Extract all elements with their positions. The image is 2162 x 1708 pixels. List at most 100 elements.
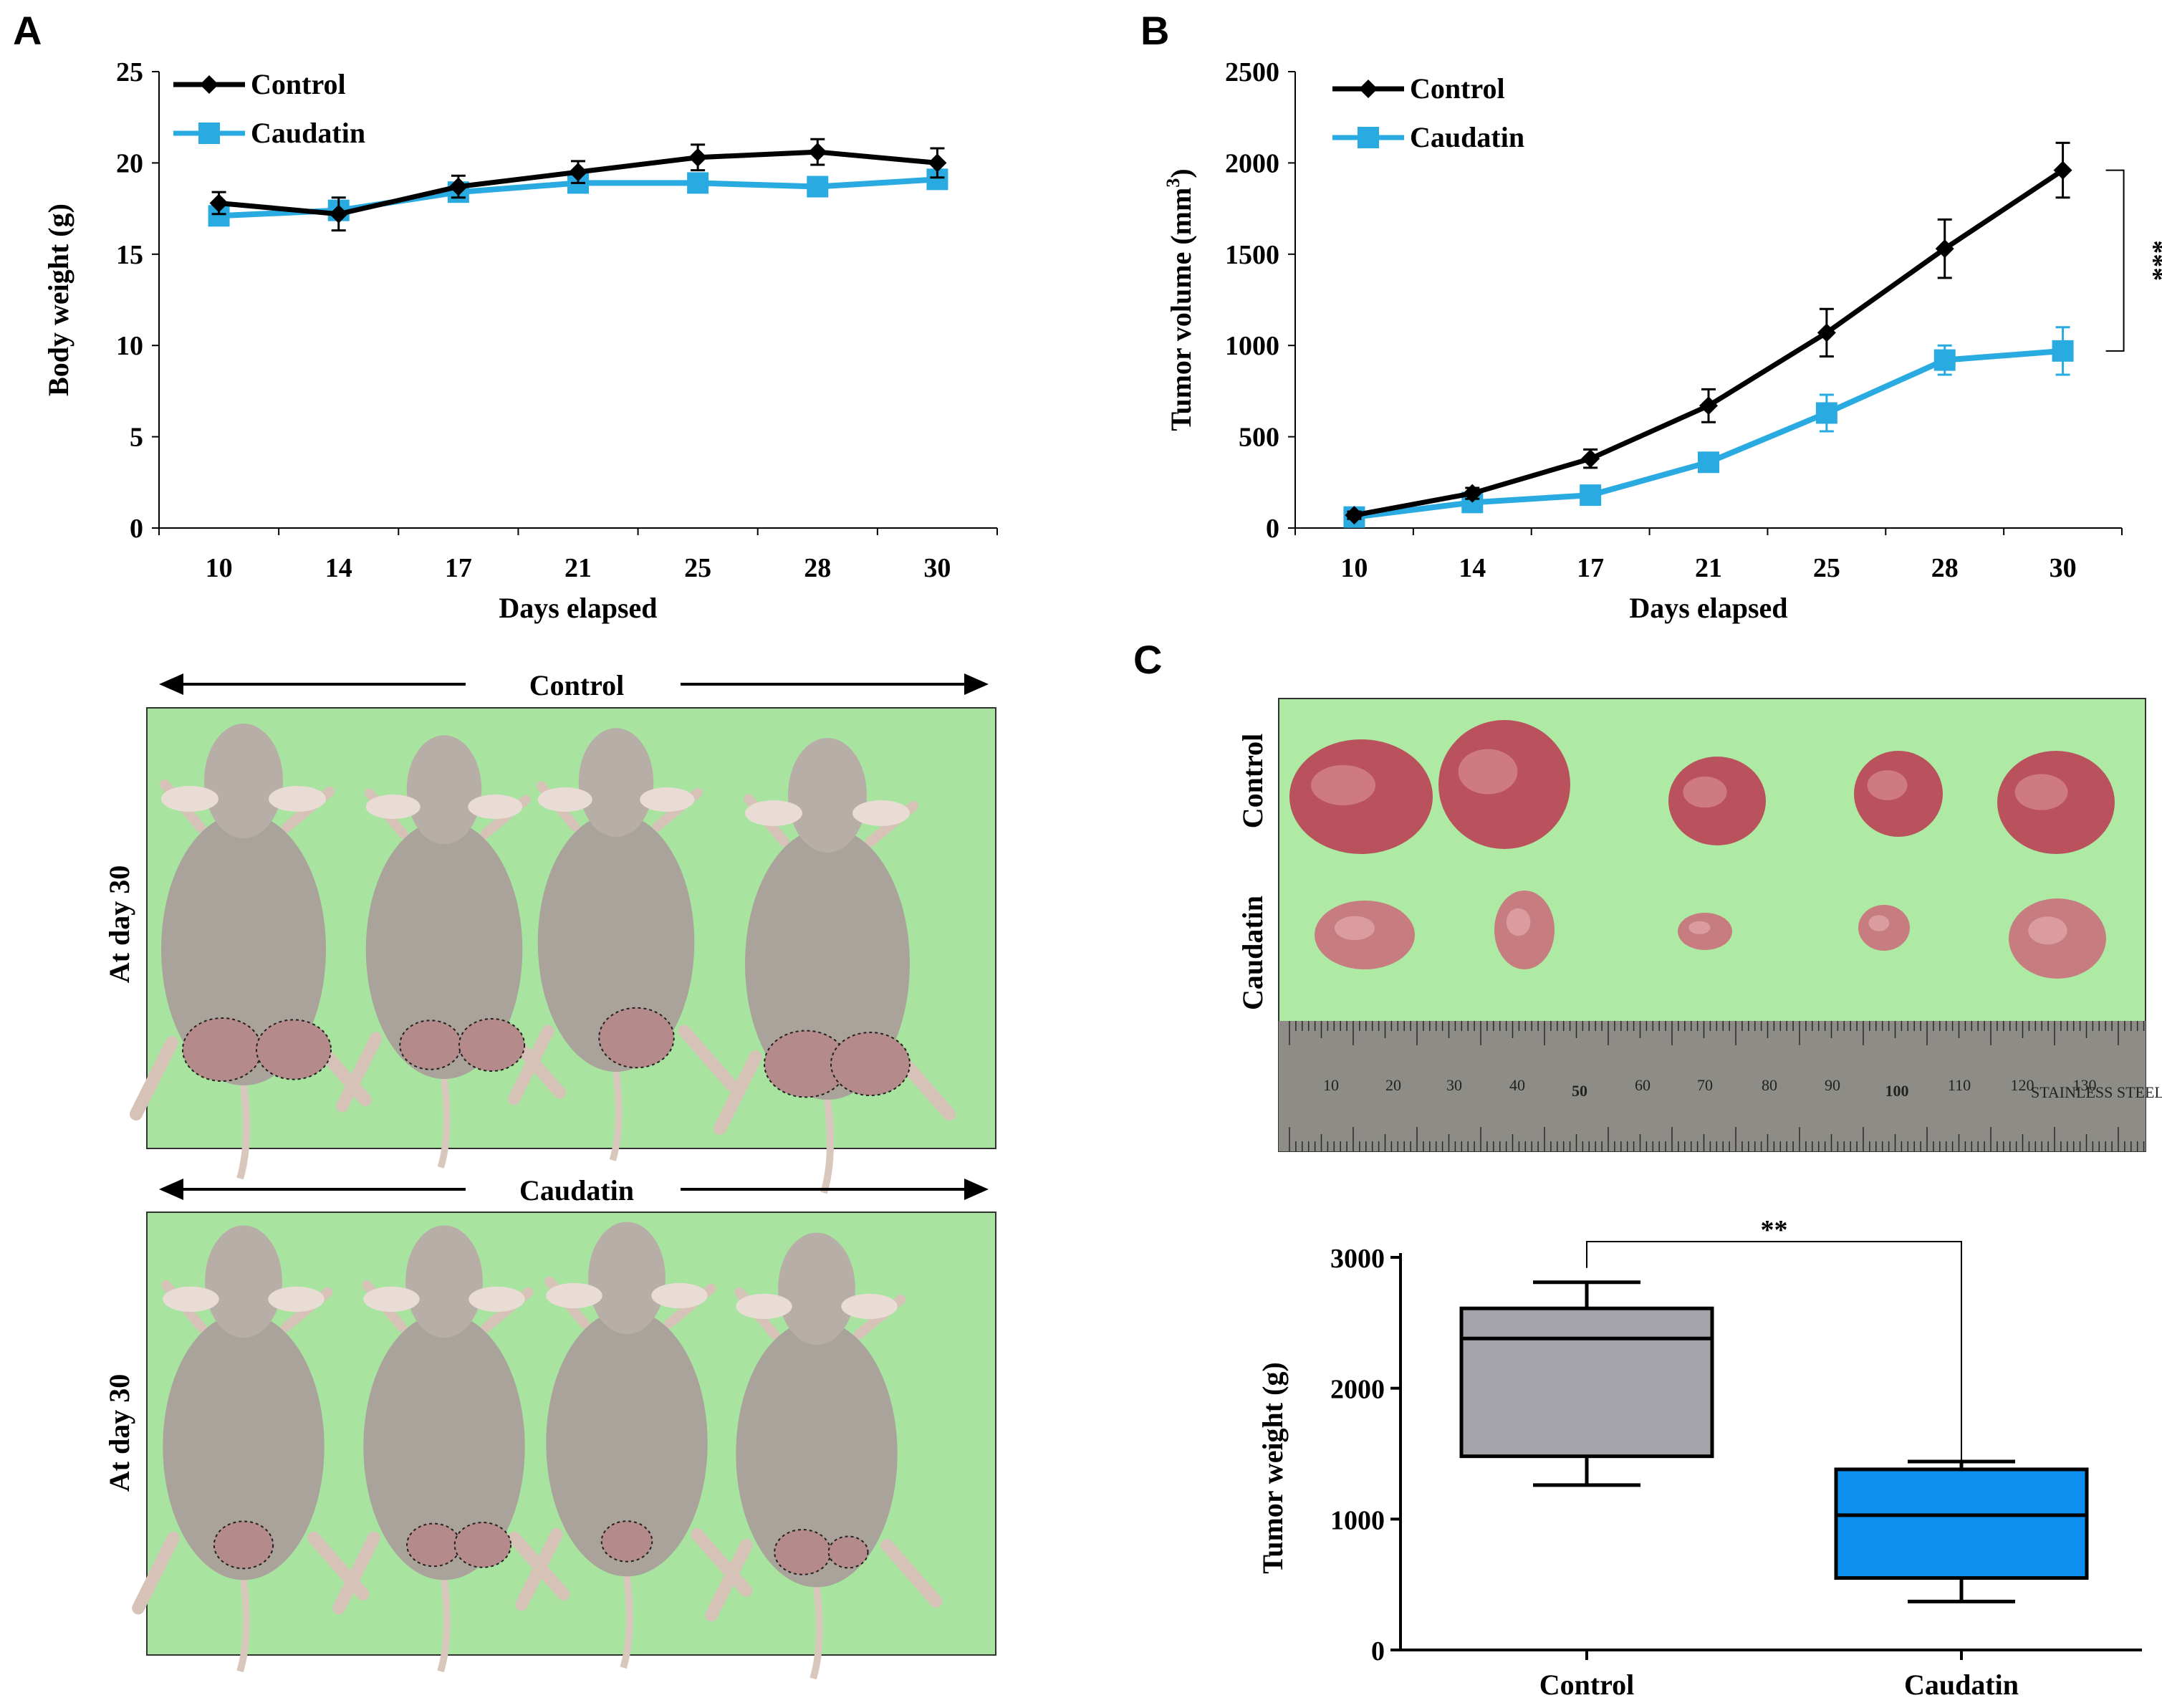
y-tick-label: 2000 [1330,1375,1385,1405]
mouse-head [778,1232,855,1345]
mouse-tail [620,1575,633,1669]
y-tick-label: 0 [130,514,143,544]
ruler-number: 50 [1572,1082,1587,1100]
caudatin-mice-photo-panel: Caudatin At day 30 [103,1174,996,1680]
x-tick-label: Control [1539,1669,1635,1701]
mouse-tail [437,1078,451,1169]
tumor-outline [406,1522,461,1568]
mouse-hind-leg [335,1032,383,1113]
legend-label: Control [1410,72,1505,105]
x-tick-label: 10 [1340,553,1368,583]
significance-stars: ** [1761,1215,1788,1245]
ruler-number: 60 [1635,1076,1651,1094]
mouse [705,1232,943,1680]
tumor-volume-chart: 0 500 1000 1500 2000 2500 10 14 17 21 25 28 30 Days e… [1163,57,2162,624]
tumor-outline [399,1019,462,1070]
mouse-ear [268,1286,325,1313]
tumor-highlight [2028,916,2067,945]
legend-marker [198,123,220,144]
arrow-head-left [159,673,183,695]
tumor-outline [827,1535,869,1569]
data-point [1580,484,1602,507]
x-tick-label: 17 [1577,553,1604,583]
legend-marker [1358,127,1379,148]
data-point [1933,349,1956,371]
tumor-highlight [1688,921,1711,934]
mouse [132,1225,370,1673]
tumor-highlight [1867,770,1908,800]
mouse-hind-leg [507,1025,554,1105]
ruler-number: 10 [1323,1076,1339,1094]
tumor-outline [774,1529,832,1575]
mouse-hind-leg [714,1050,762,1135]
x-tick-label: 21 [1695,553,1722,583]
tumor-highlight [1683,776,1727,808]
tumor-specimens [1289,720,2115,979]
day-label-control: At day 30 [103,865,135,983]
significance-bracket [1586,1241,1962,1462]
mouse [515,1222,753,1669]
data-point [209,193,229,213]
y-axis-label: Tumor volume (mm3) [1163,168,1197,431]
mouse [332,1225,570,1673]
mouse-head [205,1225,282,1338]
mouse-ear [363,1286,420,1313]
data-point [688,148,708,167]
mouse-tail [820,1099,834,1194]
tumor-highlight [1506,908,1531,936]
legend-marker [1359,80,1378,98]
box-caudatin [1834,1459,2089,1603]
control-caption: Control [529,669,625,701]
tumor-highlight [1868,915,1890,931]
legend-label: Caudatin [1410,121,1524,153]
legend-label: Control [251,68,346,100]
box-control [1459,1280,1714,1487]
y-tick-label: 1500 [1225,240,1279,270]
legend-entry: Control [1332,72,1505,105]
mouse-hind-leg [678,1025,739,1092]
ruler-number: 90 [1825,1076,1840,1094]
mouse-ear [651,1282,708,1309]
y-axis-label: Body weight (g) [42,203,75,396]
mouse [507,728,739,1161]
legend-entry: Control [173,68,346,100]
data-point [808,143,827,162]
mouse-head [588,1222,666,1335]
data-point [2053,160,2072,180]
series-control [209,138,947,232]
control-mice [130,724,956,1194]
mouse-head [578,728,654,838]
control-mice-photo-panel: Control At day 30 [103,669,996,1194]
caudatin-mice [132,1222,943,1680]
mouse-head [788,738,867,853]
tumor-outline [458,1018,526,1072]
excised-tumors-photo: Control Caudatin 10 20 30 40 50 60 70 80 90 100 11… [1236,698,2162,1152]
data-point [1815,402,1837,424]
data-point [928,153,947,173]
mouse-hind-leg [515,1527,563,1611]
tumor-weight-boxplot: 0 1000 2000 3000 Control Caudatin ** Tumor weig… [1257,1215,2142,1701]
mouse [130,724,372,1180]
mouse-ear [269,786,326,812]
mouse-tail [809,1586,823,1680]
x-tick-label: 17 [445,553,472,583]
panel-label-c: C [1133,637,1162,682]
data-point [1935,239,1954,259]
mouse-body [163,1313,325,1580]
day-label-caudatin: At day 30 [103,1374,135,1492]
y-tick-label: 25 [116,57,143,87]
ruler-number: 130 [2073,1076,2097,1094]
y-tick-label: 1000 [1225,331,1279,361]
x-tick-label: 25 [1813,553,1840,583]
mouse-tail [609,1071,623,1161]
mouse-ear [537,787,592,812]
data-point [1581,449,1600,469]
tumor-outline [453,1522,512,1568]
mouse-hind-leg [332,1531,380,1615]
mouse-ear [640,787,695,812]
legend-label: Caudatin [251,117,365,149]
y-tick-label: 15 [116,240,143,270]
mouse-ear [841,1293,898,1320]
tumor-row-label-control: Control [1236,734,1269,829]
